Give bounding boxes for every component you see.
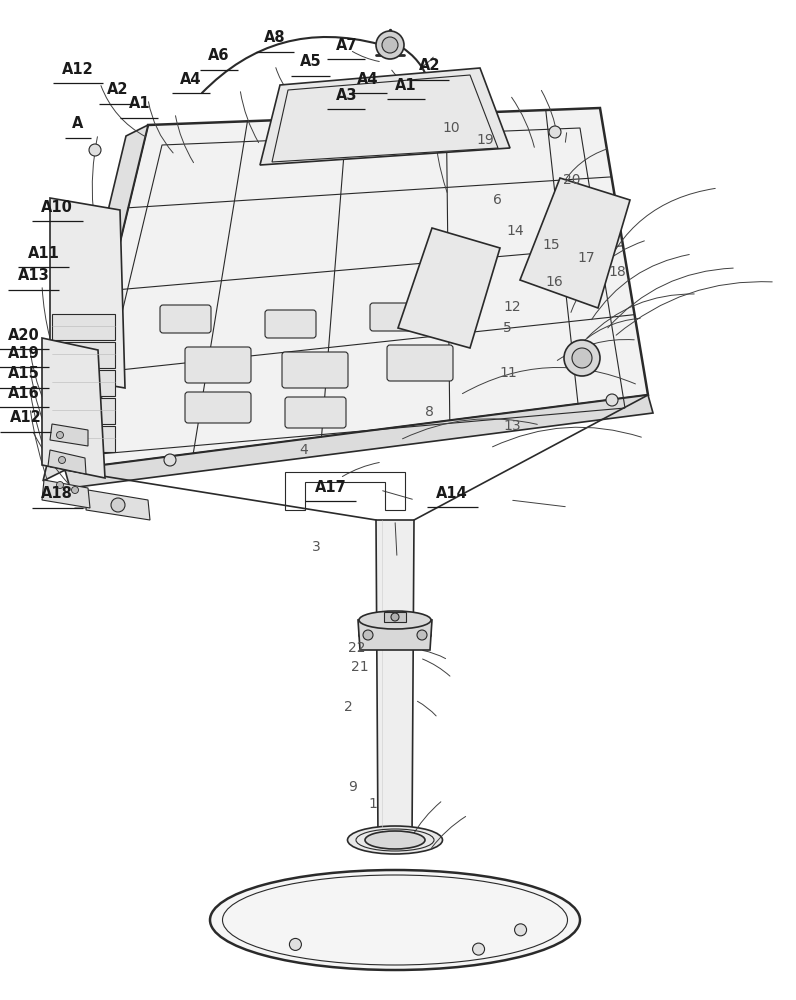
Polygon shape [358,620,432,650]
Text: 18: 18 [608,265,626,279]
Polygon shape [384,612,406,622]
Circle shape [57,432,64,438]
Text: 2: 2 [345,700,353,714]
Text: 14: 14 [506,224,524,238]
Ellipse shape [210,870,580,970]
Circle shape [111,498,125,512]
Polygon shape [52,426,115,452]
Text: A15: A15 [8,366,40,381]
Text: A5: A5 [299,54,322,70]
FancyBboxPatch shape [370,303,421,331]
Text: 11: 11 [499,366,517,380]
Polygon shape [376,520,414,840]
Circle shape [549,126,561,138]
FancyBboxPatch shape [185,347,251,383]
Text: 4: 4 [300,443,308,457]
Polygon shape [43,125,148,481]
Ellipse shape [365,831,425,849]
Text: A1: A1 [128,97,150,111]
FancyBboxPatch shape [285,397,346,428]
Polygon shape [42,480,90,508]
Text: 8: 8 [425,405,435,419]
Text: 1: 1 [368,797,377,811]
Circle shape [76,434,88,446]
Text: 10: 10 [443,121,460,135]
Circle shape [564,340,600,376]
Circle shape [164,454,176,466]
Text: 19: 19 [477,133,494,147]
Text: 9: 9 [348,780,357,794]
Text: 17: 17 [577,251,595,265]
Text: A13: A13 [18,268,49,284]
Text: 13: 13 [504,419,521,433]
Polygon shape [52,314,115,340]
Text: 22: 22 [348,641,365,655]
Text: 5: 5 [503,321,511,335]
Polygon shape [48,450,86,474]
Polygon shape [398,228,500,348]
Circle shape [290,938,302,950]
Text: A10: A10 [41,200,73,215]
Text: A16: A16 [8,385,40,400]
Text: A20: A20 [8,328,40,342]
Polygon shape [65,108,648,470]
Text: A2: A2 [107,83,129,98]
Text: 16: 16 [546,275,564,289]
Polygon shape [260,68,510,165]
Circle shape [89,144,101,156]
Ellipse shape [359,611,431,629]
Polygon shape [42,338,105,478]
Circle shape [58,456,65,464]
Ellipse shape [359,625,431,645]
Text: A7: A7 [335,37,357,52]
Circle shape [376,31,404,59]
Text: 15: 15 [542,238,560,252]
Text: A14: A14 [436,486,468,500]
Text: A6: A6 [208,48,230,64]
Text: A19: A19 [8,346,40,360]
Polygon shape [52,342,115,368]
Circle shape [514,924,527,936]
Polygon shape [520,178,630,308]
FancyBboxPatch shape [265,310,316,338]
Polygon shape [50,424,88,446]
Text: A8: A8 [263,30,286,45]
Text: 12: 12 [503,300,521,314]
Circle shape [57,482,64,488]
Text: A12: A12 [10,410,41,426]
FancyBboxPatch shape [282,352,348,388]
Polygon shape [52,370,115,396]
Circle shape [363,630,373,640]
Text: 20: 20 [563,173,580,187]
FancyBboxPatch shape [160,305,211,333]
Text: A: A [72,116,84,131]
Text: A18: A18 [41,487,73,502]
Circle shape [572,348,592,368]
Text: A2: A2 [419,58,441,74]
Text: A11: A11 [28,245,60,260]
Polygon shape [86,490,150,520]
Ellipse shape [348,826,443,854]
Text: A1: A1 [395,78,417,93]
Circle shape [417,630,427,640]
Circle shape [72,487,79,493]
Circle shape [391,613,399,621]
Circle shape [382,37,398,53]
Text: 21: 21 [351,660,369,674]
Text: A17: A17 [314,480,346,494]
Text: A3: A3 [335,88,357,103]
Text: A4: A4 [357,72,379,87]
Circle shape [606,394,618,406]
Polygon shape [50,198,125,388]
Polygon shape [65,395,653,488]
Polygon shape [52,398,115,424]
FancyBboxPatch shape [185,392,251,423]
Circle shape [473,943,485,955]
Text: 3: 3 [312,540,320,554]
Text: A12: A12 [62,62,94,77]
Text: 6: 6 [493,193,502,207]
Text: A4: A4 [180,72,202,87]
FancyBboxPatch shape [387,345,453,381]
